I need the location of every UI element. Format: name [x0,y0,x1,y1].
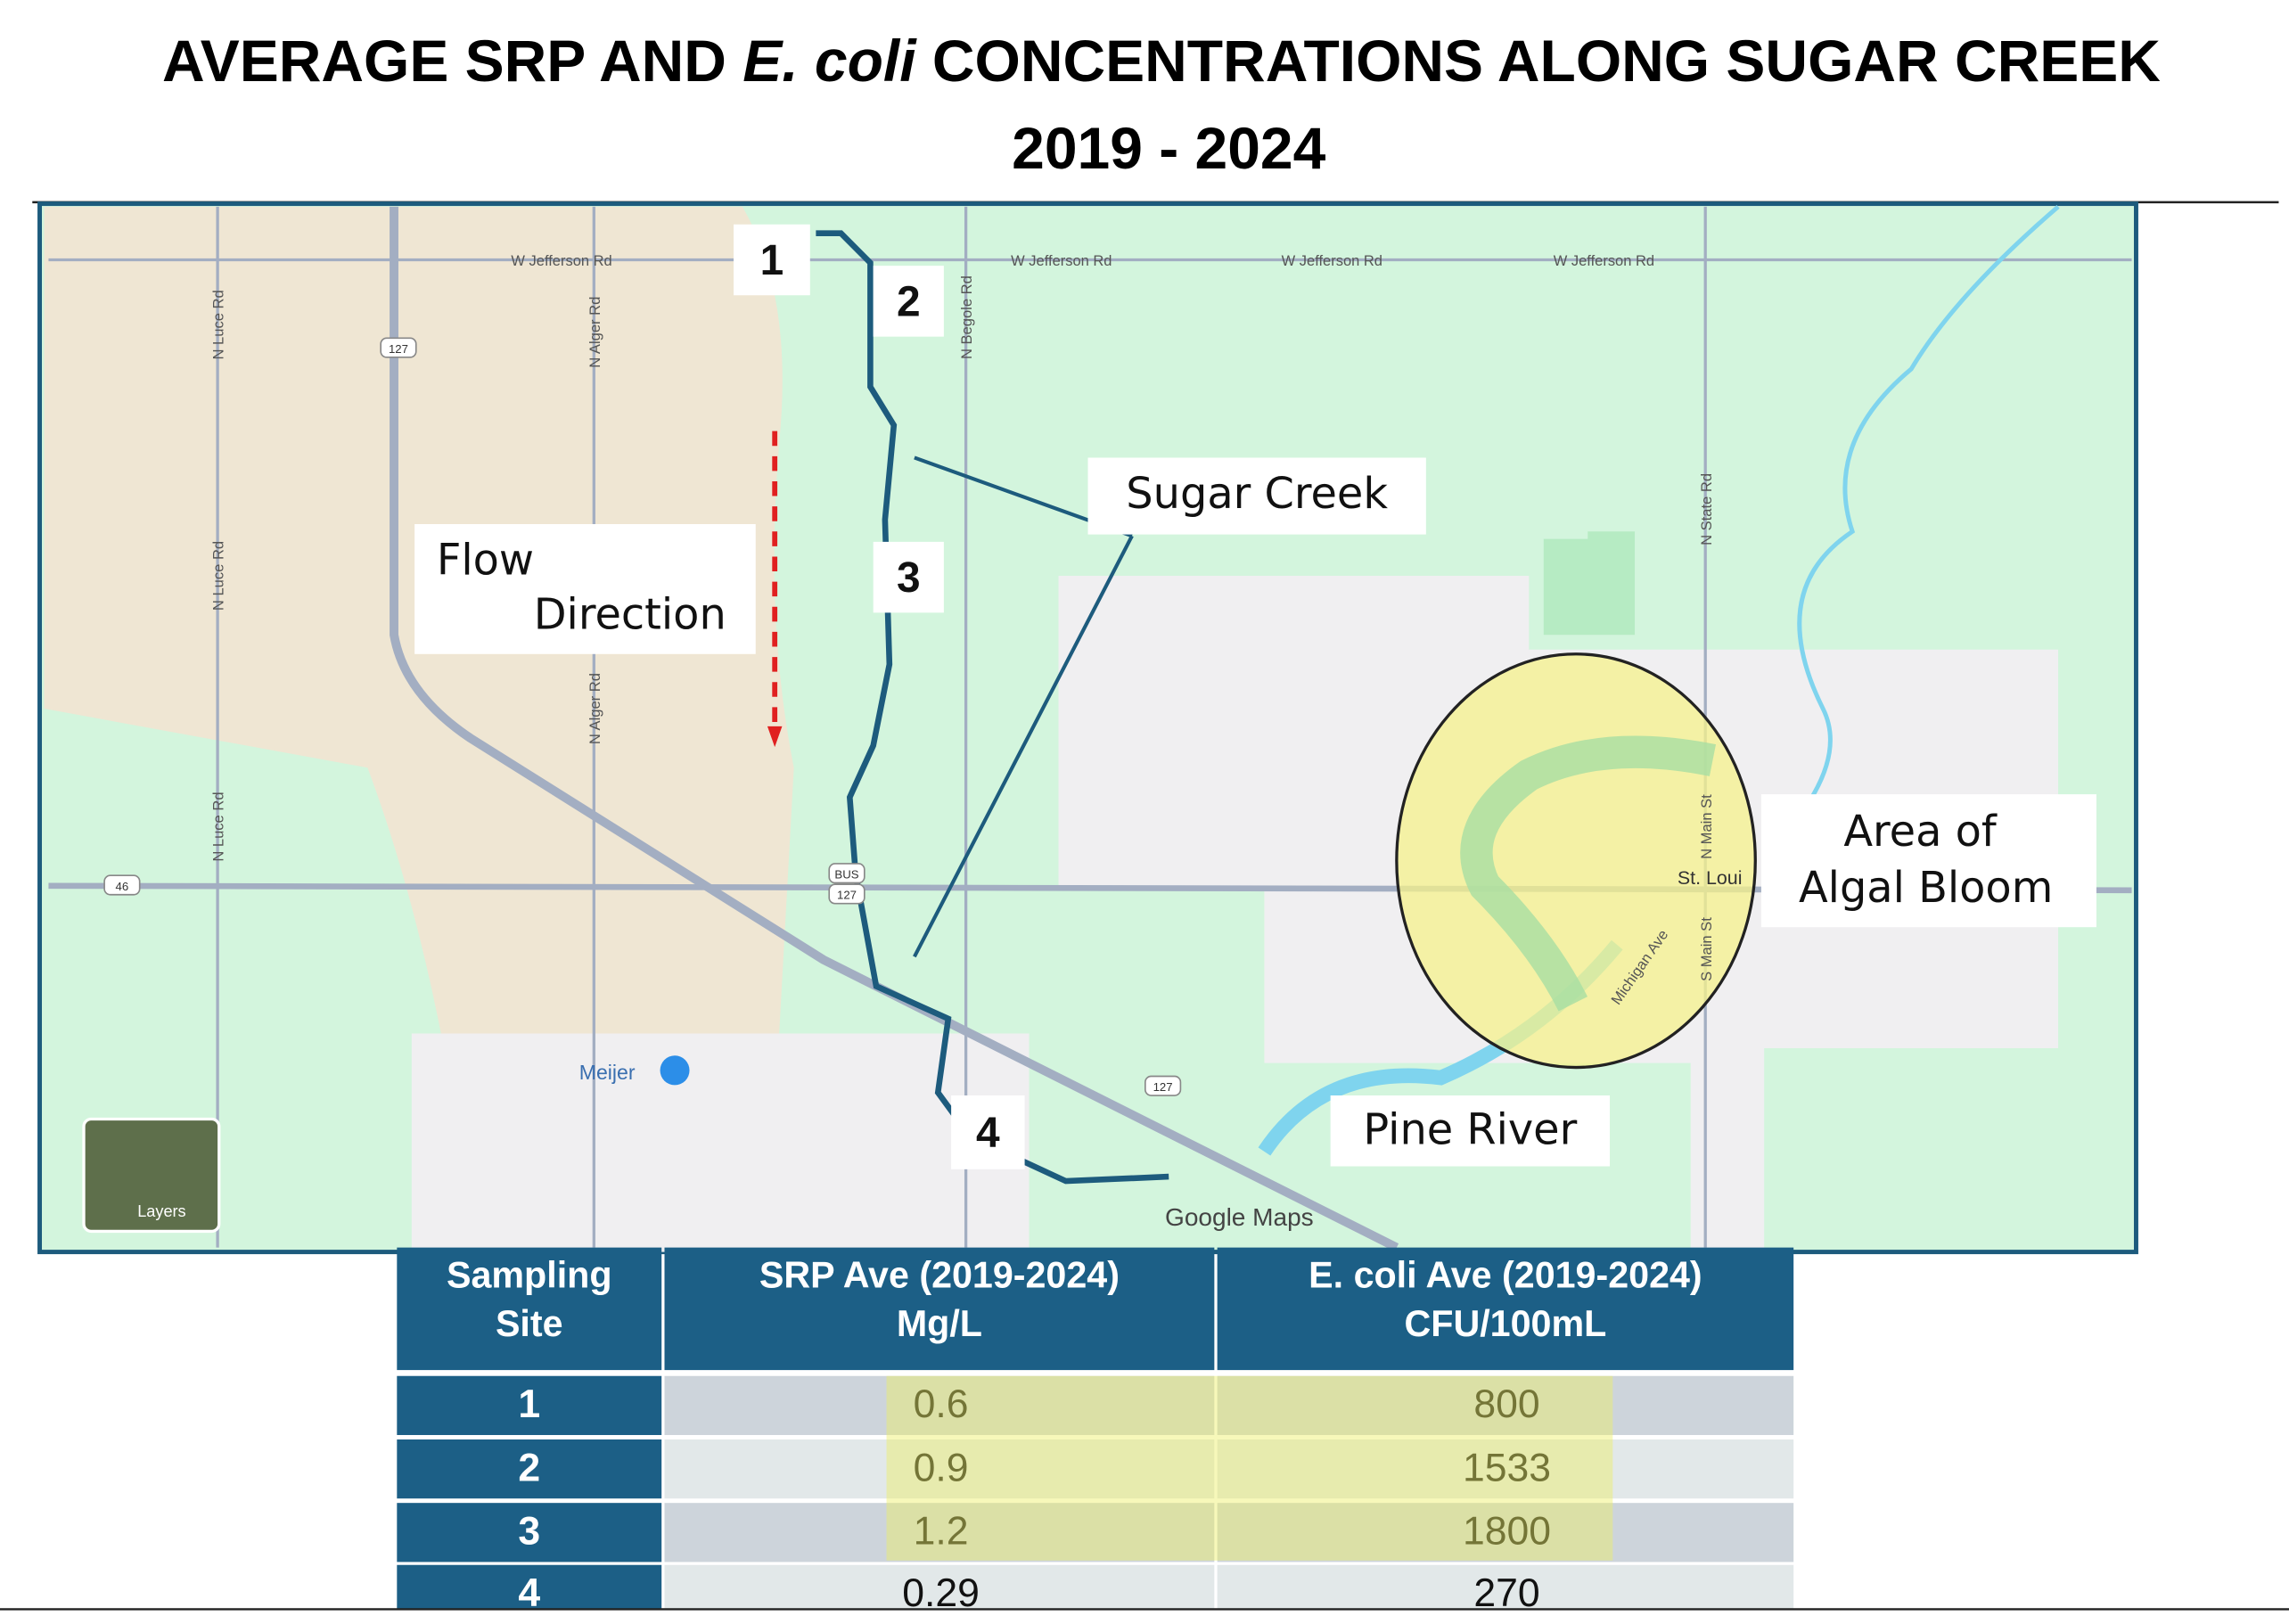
place-label: Meijer [579,1061,636,1084]
ecoli-cell: 800 [1473,1382,1539,1426]
site-cell: 1 [518,1382,540,1426]
srp-cell: 0.6 [914,1382,969,1426]
place-label: St. Loui [1678,867,1743,889]
row-cell [1217,1375,1794,1435]
site-label: 3 [897,554,921,602]
srp-cell: 0.29 [902,1571,980,1615]
road-label: N State Rd [1698,473,1715,545]
label-box [1760,794,2096,928]
site-label: 1 [760,237,784,284]
row-cell [1217,1564,1794,1610]
ecoli-cell: 1800 [1463,1509,1551,1553]
title-line1: AVERAGE SRP AND E. coli CONCENTRATIONS A… [162,29,2161,94]
header-text: Site [496,1303,563,1344]
srp-cell: 0.9 [914,1446,969,1489]
road-label: W Jefferson Rd [1554,252,1654,269]
map: Layers Google Maps Meijer St. Loui [37,201,2138,1255]
river-label: Pine River [1363,1106,1577,1155]
row-cell [1217,1503,1794,1562]
label-box [873,541,944,613]
label-box [1087,457,1426,535]
row-cell [397,1503,662,1562]
site-label: 4 [976,1110,1000,1157]
site-label: 2 [897,278,921,325]
flow-label: Flow [437,536,534,585]
header-cell [664,1247,1215,1371]
route-shield-label: BUS [834,868,858,882]
ecoli-cell: 270 [1473,1571,1539,1615]
label-box [734,224,810,296]
site-cell: 3 [518,1509,540,1553]
row-cell [1217,1439,1794,1499]
header-text: E. coli Ave (2019-2024) [1309,1254,1702,1295]
layers-button[interactable]: Layers [137,1202,185,1220]
road-label: N Alger Rd [587,673,603,744]
header-text: Mg/L [897,1303,982,1344]
route-shield-label: 127 [837,889,857,902]
header-text: Sampling [447,1254,612,1295]
route-shield [1144,1075,1182,1096]
route-shield [380,337,417,358]
row-cell [664,1503,1215,1562]
header-cell [1217,1247,1794,1371]
header-text: CFU/100mL [1405,1303,1607,1344]
header-cell [397,1247,662,1371]
row-cell [397,1439,662,1499]
road-label: N Alger Rd [587,297,603,368]
route-shield [828,883,866,905]
highlight [886,1375,1613,1561]
road-label: N Begole Rd [958,275,975,359]
title-line2: 2019 - 2024 [1012,116,1325,182]
bloom-label: Algal Bloom [1799,864,2053,913]
route-shield [828,863,866,884]
label-box [873,266,944,337]
flow-label: Direction [534,591,726,640]
row-cell [664,1439,1215,1499]
road-label: N Main St [1698,794,1715,859]
road-label: N Luce Rd [210,541,227,611]
header-text: SRP Ave (2019-2024) [759,1254,1120,1295]
route-shield [103,874,141,896]
route-shield-label: 46 [116,880,129,893]
road-label: W Jefferson Rd [511,252,611,269]
label-box [951,1095,1025,1169]
row-cell [397,1564,662,1610]
site-cell: 4 [518,1571,540,1615]
creek-label: Sugar Creek [1126,470,1388,519]
road-label: W Jefferson Rd [1282,252,1382,269]
label-box [1330,1095,1611,1167]
bloom-label: Area of [1843,808,1997,857]
site-cell: 2 [518,1446,540,1489]
row-cell [664,1564,1215,1610]
road-label: N Luce Rd [210,290,227,359]
row-cell [397,1375,662,1435]
ecoli-cell: 1533 [1463,1446,1551,1489]
road-label: W Jefferson Rd [1011,252,1112,269]
route-shield-label: 127 [1153,1080,1173,1094]
row-cell [664,1375,1215,1435]
road-label: S Main St [1698,917,1715,981]
srp-cell: 1.2 [914,1509,969,1553]
route-shield-label: 127 [389,342,408,356]
attribution: Google Maps [1165,1203,1314,1231]
road-label: N Luce Rd [210,791,227,861]
label-box [414,524,756,654]
